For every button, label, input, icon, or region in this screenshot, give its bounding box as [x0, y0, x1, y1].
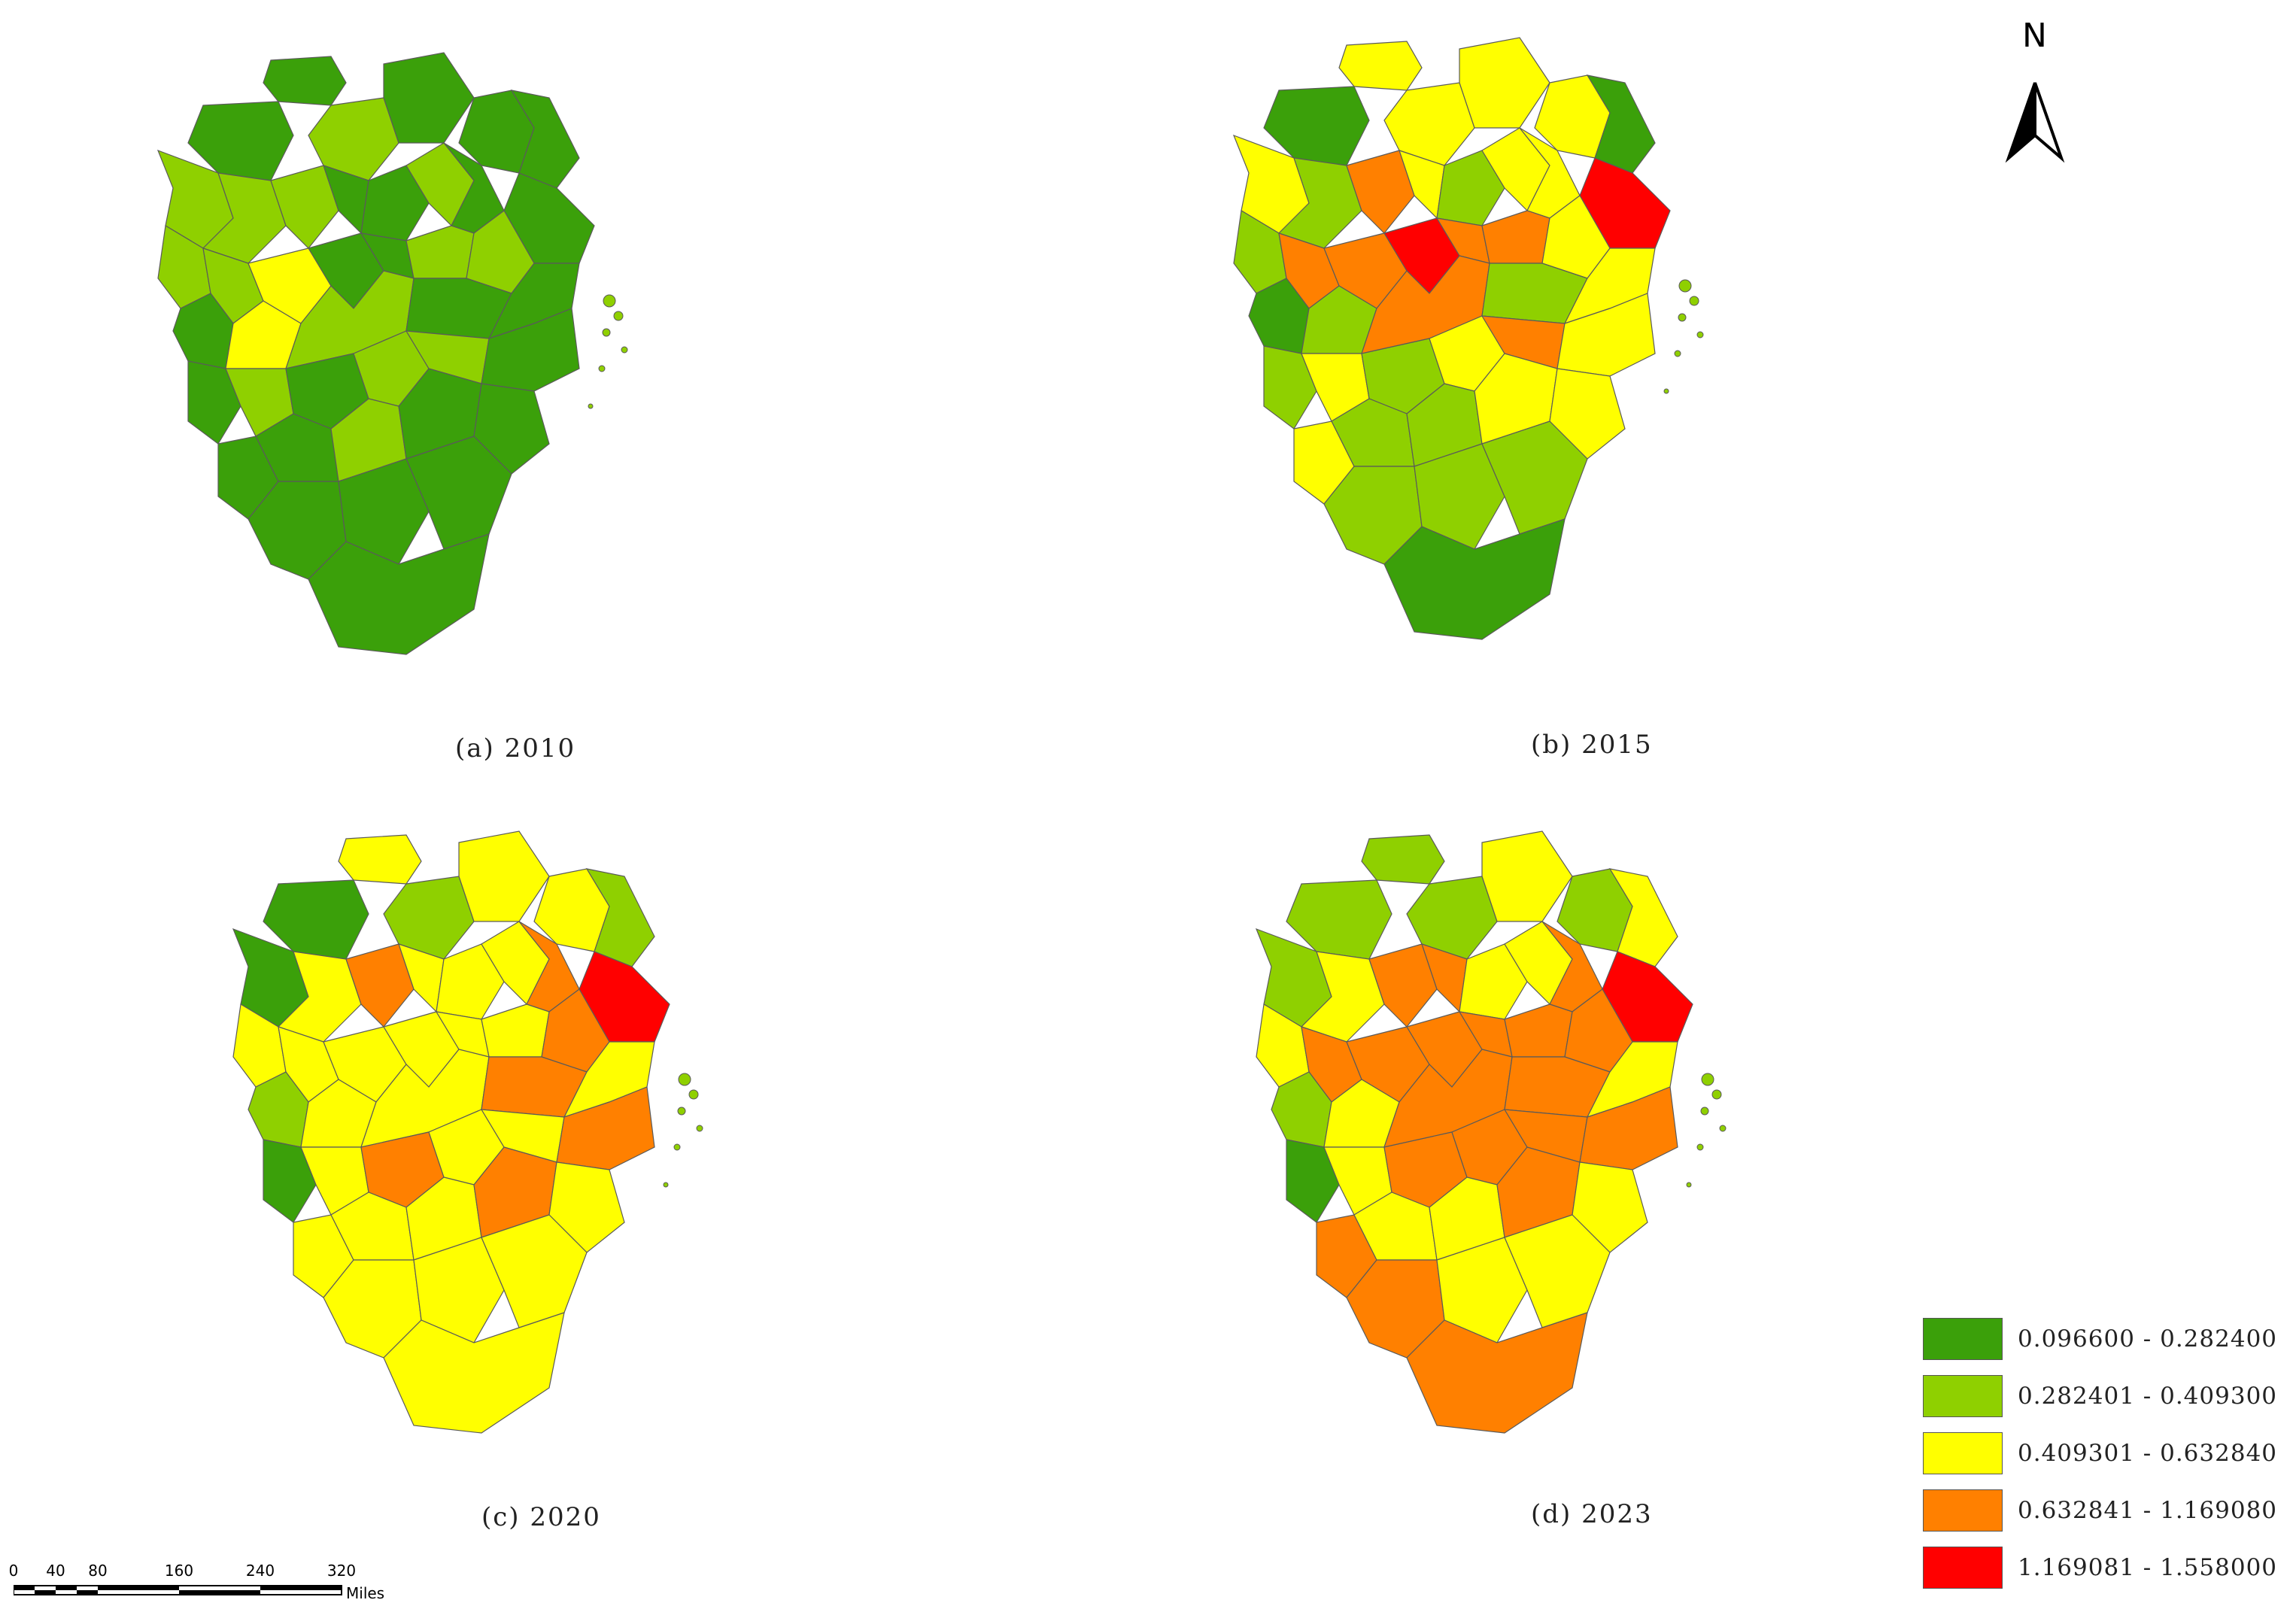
scale-tick-label: 0 — [8, 1562, 19, 1580]
map-region — [1346, 150, 1415, 234]
map-region — [270, 165, 339, 249]
scale-bar-graphic — [14, 1585, 342, 1595]
legend-swatch — [1923, 1318, 2003, 1360]
legend-item: 0.096600 - 0.282400 — [1923, 1318, 2291, 1362]
map-region — [1286, 1139, 1340, 1223]
island-region — [1696, 331, 1704, 338]
island-region — [598, 365, 606, 372]
island-region — [613, 311, 624, 321]
map-region — [1361, 834, 1445, 885]
map-region — [1414, 443, 1505, 550]
map-region — [345, 943, 415, 1028]
map-region — [548, 1161, 625, 1253]
map-region — [1436, 1237, 1528, 1343]
island-region — [1696, 1143, 1704, 1151]
island-region — [588, 403, 594, 409]
island-region — [673, 1143, 681, 1151]
legend-swatch — [1923, 1432, 2003, 1474]
map-region — [263, 56, 347, 106]
map-region — [338, 458, 430, 565]
island-region — [1700, 1107, 1709, 1116]
map-region — [1436, 150, 1505, 226]
map-region — [1549, 368, 1626, 460]
map-region — [187, 360, 241, 445]
scale-bar: 0 40 80 160 240 320 Miles — [8, 1562, 402, 1607]
map-region — [1383, 518, 1566, 640]
legend-label: 0.409301 - 0.632840 — [2018, 1440, 2278, 1467]
map-region — [413, 1237, 505, 1343]
caption-2023: (d) 2023 — [1531, 1499, 1653, 1529]
map-region — [1572, 1161, 1648, 1253]
scale-tick-label: 80 — [88, 1562, 108, 1580]
map-region — [360, 165, 430, 241]
legend-swatch — [1923, 1547, 2003, 1589]
island-region — [1719, 1125, 1727, 1132]
caption-2010: (a) 2010 — [455, 733, 576, 764]
island-region — [688, 1089, 699, 1100]
scale-tick-label: 160 — [164, 1562, 194, 1580]
legend-label: 0.282401 - 0.409300 — [2018, 1383, 2278, 1410]
map-region — [1406, 1312, 1588, 1434]
island-region — [1663, 388, 1669, 394]
map-region — [263, 1139, 317, 1223]
map-region — [436, 943, 505, 1020]
scale-tick-label: 240 — [245, 1562, 275, 1580]
legend-label: 0.096600 - 0.282400 — [2018, 1325, 2278, 1352]
caption-2015: (b) 2015 — [1531, 730, 1653, 760]
map-region — [1504, 1003, 1573, 1058]
map-region — [1263, 345, 1317, 430]
map-region — [383, 1312, 565, 1434]
legend-item: 0.282401 - 0.409300 — [1923, 1375, 2291, 1419]
island-region — [677, 1107, 686, 1116]
island-region — [1711, 1089, 1722, 1100]
island-region — [663, 1182, 669, 1188]
island-region — [1689, 296, 1699, 306]
map-region — [1481, 830, 1573, 922]
map-region — [481, 1003, 550, 1058]
map-region — [338, 834, 422, 885]
map-panel-2023 — [1211, 809, 1828, 1486]
north-arrow-icon — [2005, 82, 2065, 163]
map-2010 — [156, 52, 628, 655]
map-region — [473, 383, 550, 475]
legend-item: 1.169081 - 1.558000 — [1923, 1547, 2291, 1590]
island-region — [1701, 1073, 1714, 1086]
map-2015 — [1232, 37, 1704, 640]
scale-tick-label: 320 — [326, 1562, 357, 1580]
legend-swatch — [1923, 1489, 2003, 1532]
legend-label: 0.632841 - 1.169080 — [2018, 1497, 2278, 1524]
map-region — [383, 52, 475, 144]
island-region — [621, 346, 628, 354]
island-region — [603, 294, 616, 308]
map-2020 — [232, 830, 703, 1434]
map-region — [1459, 943, 1528, 1020]
map-panel-2015 — [1189, 15, 1806, 692]
map-panel-2020 — [188, 809, 805, 1486]
island-region — [678, 1073, 691, 1086]
map-region — [308, 533, 490, 655]
island-region — [1678, 279, 1692, 293]
north-arrow-label: N — [2022, 17, 2047, 55]
island-region — [1686, 1182, 1692, 1188]
legend-swatch — [1923, 1375, 2003, 1417]
map-region — [1459, 37, 1550, 129]
island-region — [602, 328, 611, 337]
scale-unit-label: Miles — [346, 1584, 385, 1602]
map-region — [1338, 41, 1423, 91]
scale-tick-label: 40 — [46, 1562, 65, 1580]
legend-item: 0.409301 - 0.632840 — [1923, 1432, 2291, 1476]
legend-item: 0.632841 - 1.169080 — [1923, 1489, 2291, 1533]
island-region — [696, 1125, 703, 1132]
map-region — [1368, 943, 1438, 1028]
map-panel-2010 — [113, 30, 730, 707]
map-region — [1481, 210, 1550, 264]
island-region — [1678, 313, 1687, 322]
legend-label: 1.169081 - 1.558000 — [2018, 1554, 2278, 1581]
map-region — [405, 225, 475, 279]
map-2023 — [1255, 830, 1727, 1434]
map-region — [458, 830, 550, 922]
island-region — [1674, 350, 1681, 357]
caption-2020: (c) 2020 — [481, 1502, 601, 1532]
